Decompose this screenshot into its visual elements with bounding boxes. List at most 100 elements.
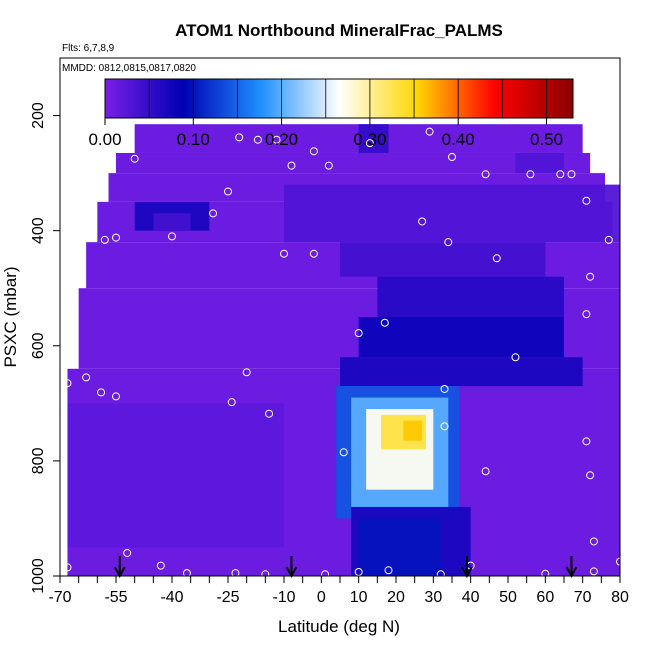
colorbar-tick-label-4: 0.40 xyxy=(442,130,475,149)
sample-points-layer xyxy=(63,114,620,576)
x-tick-label-8: 30 xyxy=(424,589,442,606)
sample-point-34 xyxy=(440,384,449,393)
sample-point-7 xyxy=(582,121,591,130)
sample-point-62 xyxy=(63,563,72,572)
colorbar-tick-label-2: 0.20 xyxy=(265,130,298,149)
sample-point-54 xyxy=(354,567,363,576)
sample-point-28 xyxy=(582,196,591,205)
sample-point-37 xyxy=(481,467,490,476)
heatmap-cell-4 xyxy=(284,184,620,243)
x-tick-label-10: 50 xyxy=(499,589,517,606)
x-tick-label-1: -55 xyxy=(104,589,127,606)
sample-point-31 xyxy=(582,310,591,319)
flights-label: Flts: 6,7,8,9 xyxy=(62,43,115,54)
y-axis-label: PSXC (mbar) xyxy=(1,266,20,367)
colorbar-tick-label-0: 0.00 xyxy=(88,130,121,149)
x-axis-label: Latitude (deg N) xyxy=(278,617,400,636)
sample-point-9 xyxy=(70,170,79,179)
y-tick-label-1: 400 xyxy=(30,217,47,244)
x-tick-label-7: 20 xyxy=(387,589,405,606)
y-tick-label-4: 1000 xyxy=(30,558,47,594)
heatmap-cell-1 xyxy=(153,213,191,231)
sample-point-44 xyxy=(112,392,120,401)
heatmap-cell-16 xyxy=(67,403,284,548)
sample-point-20 xyxy=(168,232,176,241)
y-tick-label-0: 200 xyxy=(30,102,47,129)
x-tick-label-12: 70 xyxy=(574,589,592,606)
sample-point-13 xyxy=(481,170,490,179)
x-tick-label-9: 40 xyxy=(462,589,480,606)
sample-point-39 xyxy=(582,437,591,446)
colorbar-tick-label-5: 0.50 xyxy=(530,130,563,149)
colorbar-fill xyxy=(105,79,573,118)
sample-point-50 xyxy=(182,569,191,576)
sample-point-24 xyxy=(418,217,427,226)
x-tick-label-5: 0 xyxy=(317,589,326,606)
sample-point-35 xyxy=(440,422,449,431)
x-tick-label-2: -40 xyxy=(160,589,183,606)
sample-point-41 xyxy=(63,379,72,388)
chart-title: ATOM1 Northbound MineralFrac_PALMS xyxy=(175,21,503,40)
colorbar-tick-label-1: 0.10 xyxy=(177,130,210,149)
sample-point-17 xyxy=(224,187,232,196)
sample-point-32 xyxy=(354,329,363,338)
sample-point-25 xyxy=(444,238,453,247)
x-tick-label-11: 60 xyxy=(536,589,554,606)
sample-point-4 xyxy=(309,147,318,156)
sample-point-19 xyxy=(100,235,109,244)
sample-point-6 xyxy=(425,127,434,136)
sample-point-59 xyxy=(589,567,598,576)
sample-point-23 xyxy=(309,249,318,258)
dates-label: MMDD: 0812,0815,0817,0820 xyxy=(62,63,196,74)
heatmap-cell-6 xyxy=(377,276,564,317)
sample-point-27 xyxy=(567,170,576,179)
x-tick-label-6: 10 xyxy=(350,589,368,606)
sample-point-5 xyxy=(365,139,374,148)
sample-point-1 xyxy=(235,133,244,142)
sample-point-21 xyxy=(209,209,218,218)
sample-point-29 xyxy=(604,235,613,244)
sample-point-26 xyxy=(492,254,501,263)
x-axis: -70 -55 -40 -25 -10 0 10 20 30 40 50 60 70 80 xyxy=(48,576,629,606)
x-tick-label-3: -25 xyxy=(216,589,239,606)
sample-point-16 xyxy=(589,147,598,156)
heatmap-cell-7 xyxy=(358,317,564,358)
sample-point-36 xyxy=(339,448,348,457)
sample-point-3 xyxy=(272,135,281,144)
colorbar-frame xyxy=(104,78,574,119)
heatmap-cell-13 xyxy=(403,420,423,441)
sample-point-12 xyxy=(448,152,456,161)
sample-point-2 xyxy=(253,135,262,144)
heatmap-cell-5 xyxy=(340,242,546,277)
sample-point-60 xyxy=(589,537,598,546)
x-tick-label-0: -70 xyxy=(48,589,71,606)
sample-point-10 xyxy=(287,161,296,170)
colorbar-tick-label-3: 0.30 xyxy=(353,130,386,149)
y-tick-label-3: 800 xyxy=(30,447,47,474)
heatmap-cell-3 xyxy=(515,152,564,174)
sample-point-8 xyxy=(130,154,139,163)
sample-point-49 xyxy=(156,561,165,570)
sample-point-55 xyxy=(384,566,393,575)
sample-point-56 xyxy=(436,570,445,576)
sample-point-15 xyxy=(556,170,565,179)
sample-point-46 xyxy=(242,368,251,377)
sample-point-18 xyxy=(112,233,120,242)
sample-point-38 xyxy=(511,353,520,362)
sample-point-53 xyxy=(321,570,330,576)
heatmap-layer xyxy=(67,124,620,576)
heatmap-domain-band-1 xyxy=(116,152,591,174)
sample-point-22 xyxy=(280,249,288,258)
heatmap-cell-8 xyxy=(340,357,583,387)
sample-point-30 xyxy=(586,272,595,281)
heatmap-cell-2 xyxy=(358,124,389,153)
y-tick-label-2: 600 xyxy=(30,332,47,359)
x-tick-label-4: -10 xyxy=(272,589,295,606)
sample-point-33 xyxy=(380,318,389,327)
sample-point-48 xyxy=(123,548,132,557)
sample-point-52 xyxy=(261,570,270,576)
sample-point-58 xyxy=(541,569,550,576)
sample-point-14 xyxy=(526,170,535,179)
colorbar: 0.00 0.10 0.20 0.30 0.40 0.50 xyxy=(88,78,574,149)
